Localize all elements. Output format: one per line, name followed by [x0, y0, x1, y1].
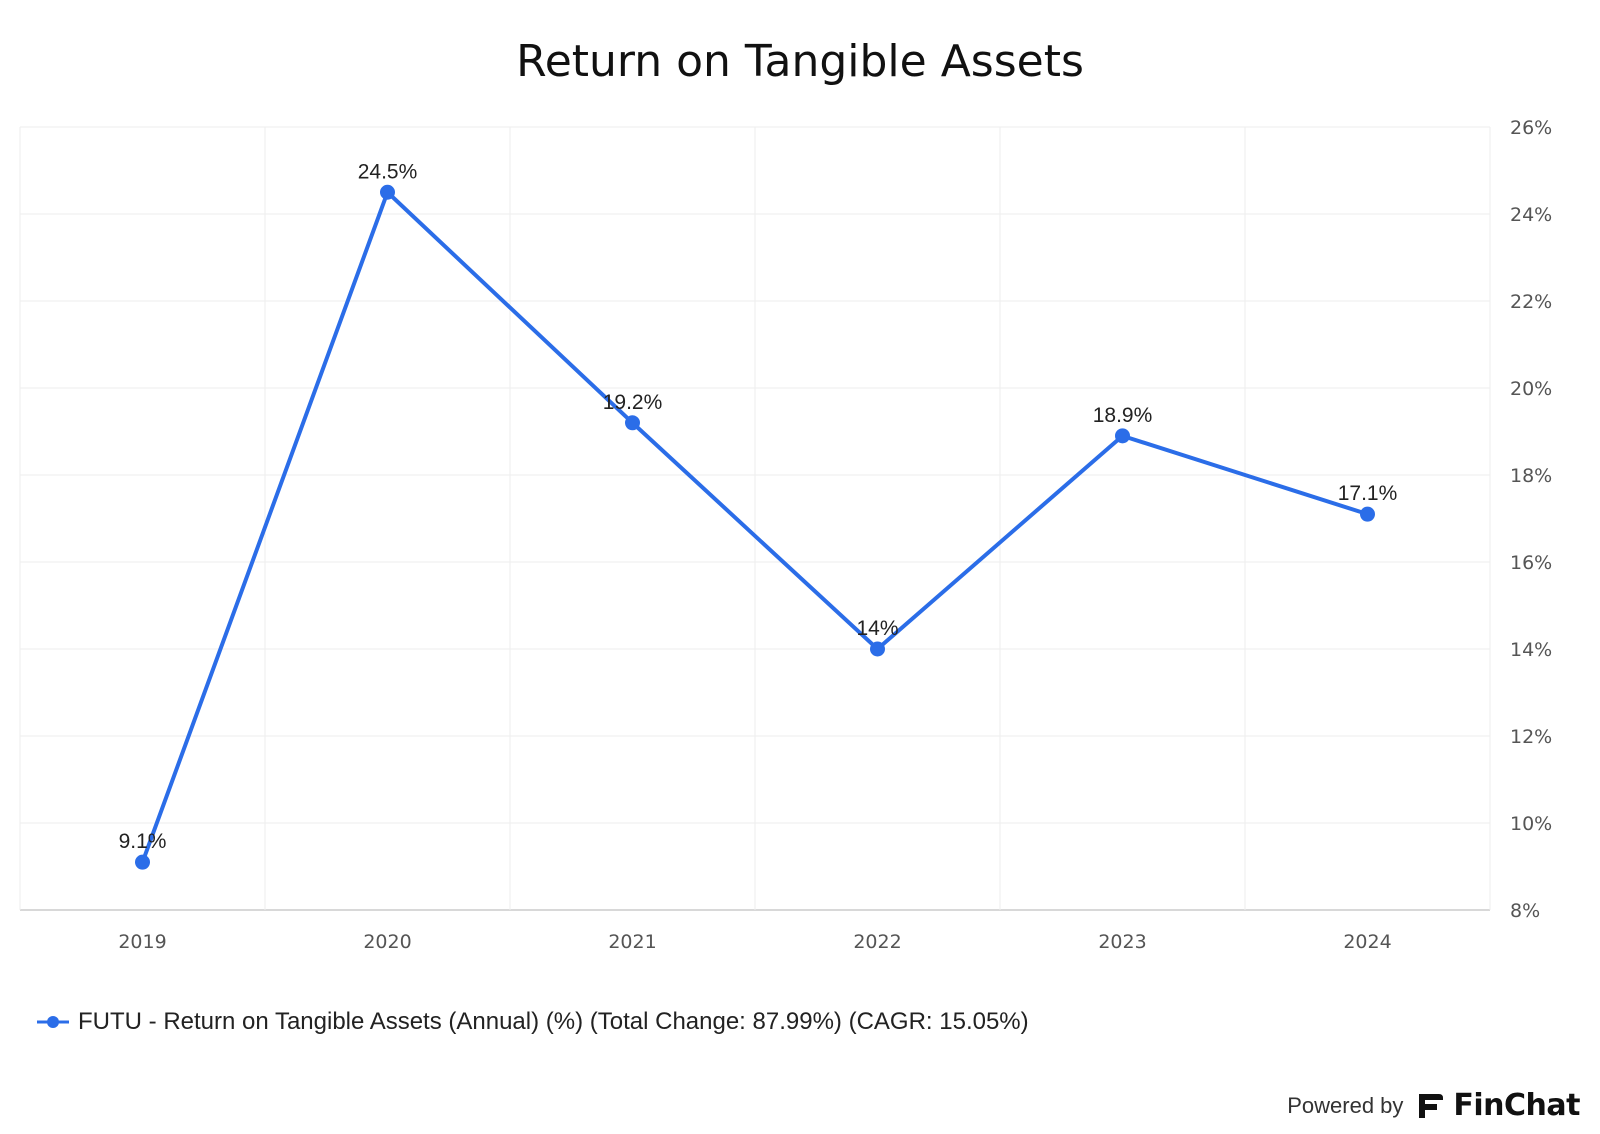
y-tick-label: 8% [1510, 900, 1540, 922]
x-tick-label: 2019 [118, 931, 166, 953]
y-tick-label: 16% [1510, 552, 1552, 574]
x-tick-label: 2021 [608, 931, 656, 953]
y-tick-label: 26% [1510, 117, 1552, 139]
x-tick-label: 2024 [1343, 931, 1391, 953]
y-tick-label: 24% [1510, 204, 1552, 226]
footer: Powered by FinChat [1287, 1088, 1580, 1123]
data-label: 17.1% [1338, 482, 1398, 505]
brand-name: FinChat [1453, 1088, 1580, 1123]
data-label: 19.2% [603, 391, 663, 414]
powered-by-text: Powered by [1287, 1092, 1404, 1118]
y-tick-label: 14% [1510, 639, 1552, 661]
legend-marker-icon [37, 1016, 69, 1028]
data-point [625, 415, 640, 431]
series-layer [135, 184, 1375, 870]
data-point [1360, 506, 1375, 522]
data-point [135, 854, 150, 870]
chart-title: Return on Tangible Assets [516, 36, 1084, 87]
data-label: 18.9% [1093, 404, 1153, 427]
series-line [140, 190, 1369, 863]
grid-layer [19, 126, 1491, 911]
y-tick-label: 18% [1510, 465, 1552, 487]
data-point [1115, 428, 1130, 444]
data-label: 9.1% [119, 830, 167, 853]
data-label: 24.5% [358, 160, 418, 183]
x-tick-label: 2023 [1098, 931, 1146, 953]
finchat-logo-icon [1419, 1093, 1444, 1118]
x-tick-label: 2020 [363, 931, 411, 953]
data-labels: 9.1% 24.5% 19.2% 14% 18.9% 17.1% [119, 160, 1398, 853]
legend[interactable]: FUTU - Return on Tangible Assets (Annual… [36, 1008, 1029, 1036]
data-point [870, 641, 885, 657]
data-point [380, 184, 395, 200]
y-tick-labels: 8% 10% 12% 14% 16% 18% 20% 22% 24% 26% [1510, 117, 1552, 922]
data-label: 14% [856, 617, 898, 640]
legend-label: FUTU - Return on Tangible Assets (Annual… [78, 1008, 1029, 1035]
y-tick-label: 22% [1510, 291, 1552, 313]
x-tick-label: 2022 [853, 931, 901, 953]
x-tick-labels: 2019 2020 2021 2022 2023 2024 [118, 931, 1391, 953]
y-tick-label: 20% [1510, 378, 1552, 400]
y-tick-label: 10% [1510, 813, 1552, 835]
y-tick-label: 12% [1510, 726, 1552, 748]
